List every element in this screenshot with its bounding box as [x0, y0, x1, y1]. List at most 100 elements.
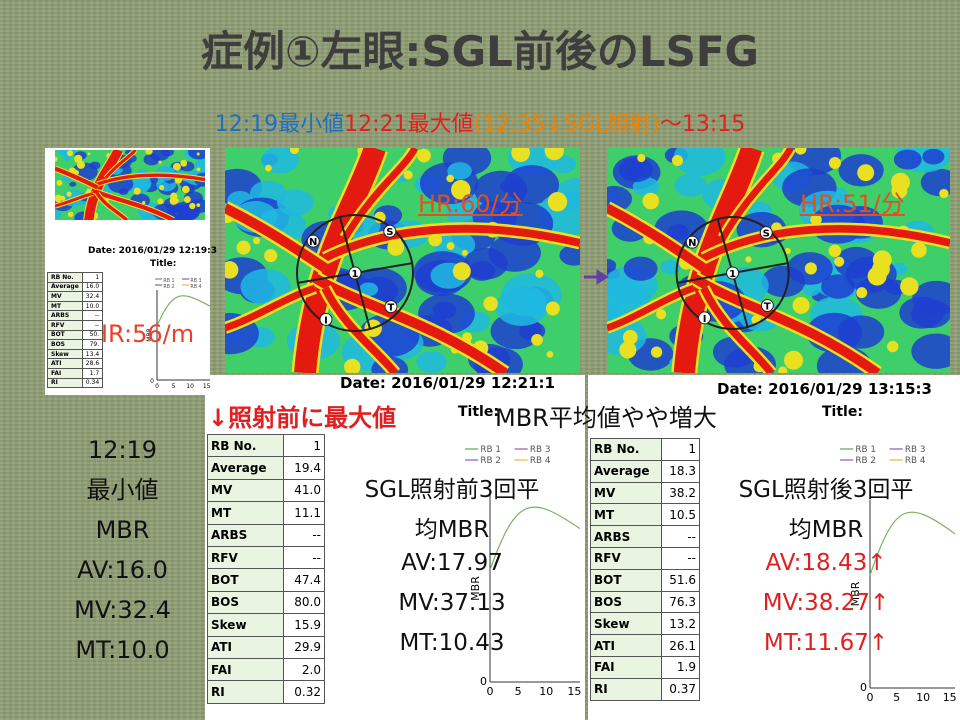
roi-label: 1	[352, 269, 359, 280]
legend-label: RB 1	[855, 445, 876, 455]
heat-blob	[76, 160, 86, 169]
table-row: RFV --	[590, 546, 701, 570]
table-row: MT 10.5	[590, 503, 701, 527]
heat-blob	[474, 170, 528, 209]
roi-label: T	[388, 303, 395, 314]
heat-blob	[387, 239, 405, 256]
vessel	[701, 225, 950, 262]
panel-text: AV:18.43↑	[765, 550, 887, 576]
table-cell: 32.4	[81, 291, 104, 302]
x-tick-label: 0	[155, 383, 159, 390]
curve	[156, 295, 211, 327]
table-cell: ATI	[590, 634, 662, 657]
table-row: MV 32.4	[47, 291, 104, 302]
heatmap: N S T I 1	[225, 148, 580, 373]
table-cell: RI	[590, 677, 662, 701]
summary-line: 最小値	[86, 476, 159, 504]
table-cell: 13.4	[81, 348, 104, 360]
heat-blob	[656, 309, 667, 320]
subtitle-part: 〜13:15	[659, 112, 746, 137]
heart-rate: HR:56/m	[90, 320, 195, 348]
heat-blob	[264, 249, 278, 263]
heat-blob	[143, 153, 161, 166]
heart-rate: HR:51/分	[800, 190, 905, 218]
roi-marker	[383, 224, 397, 238]
x-tick-label: 5	[172, 383, 176, 390]
vessel	[321, 286, 399, 373]
heatmap	[55, 150, 205, 220]
heat-blob	[236, 240, 251, 255]
summary-line: AV:16.0	[77, 556, 168, 584]
vessel	[294, 148, 386, 373]
table-row: RB No. 1	[206, 433, 325, 458]
heat-blob	[674, 173, 707, 197]
heat-blob	[66, 150, 74, 157]
x-tick-label: 15	[943, 691, 957, 704]
table-cell: Skew	[590, 612, 662, 636]
annotation: ↓照射前に最大値	[208, 404, 397, 432]
summary-line: MBR	[95, 516, 150, 544]
heat-blob	[837, 315, 885, 349]
table-cell: 1	[660, 438, 701, 461]
table-cell: Average	[206, 456, 285, 480]
legend-label: RB 4	[190, 284, 201, 290]
heat-blob	[87, 152, 91, 156]
heat-blob	[180, 159, 188, 167]
heat-blob	[622, 329, 638, 345]
heat-blob	[792, 296, 810, 314]
table-cell: BOT	[206, 568, 285, 592]
roi-label: 1	[729, 269, 736, 280]
table-cell: Average	[47, 281, 83, 293]
legend-label: RB 4	[905, 456, 926, 466]
vessel	[673, 148, 763, 373]
heat-blob	[56, 179, 63, 186]
heat-blob	[642, 192, 660, 210]
table-cell: 1	[81, 272, 104, 283]
heat-blob	[432, 301, 457, 319]
heat-blob	[188, 150, 205, 160]
table-row: ATI 28.6	[47, 358, 104, 369]
heat-blob	[856, 287, 868, 299]
note: MBR平均値やや増大	[495, 404, 717, 432]
heat-blob	[802, 283, 821, 297]
heat-blob	[547, 191, 568, 212]
roi-marker	[306, 234, 320, 248]
table-row: Average 16.0	[47, 281, 104, 293]
panel-text: AV:17.97	[401, 550, 503, 576]
heat-blob	[671, 154, 684, 167]
table-row: ATI 29.9	[206, 635, 325, 659]
vessel	[104, 150, 137, 179]
panel-text: 均MBR	[788, 517, 864, 543]
heat-blob	[834, 256, 845, 267]
table-row: BOS 80.0	[206, 590, 325, 615]
table-cell: Skew	[47, 348, 83, 360]
date: Date: 2016/01/29 12:21:1	[340, 374, 555, 392]
y-axis-label: MBR	[146, 328, 153, 341]
legend-label: RB 2	[163, 284, 174, 290]
vessel	[55, 192, 94, 208]
table-cell: BOT	[590, 568, 662, 592]
legend-label: RB 1	[480, 445, 501, 455]
table-cell: --	[283, 545, 325, 570]
heat-blob	[463, 247, 509, 280]
heat-blob	[886, 340, 899, 353]
heat-blob	[911, 242, 927, 258]
heat-blob	[142, 200, 146, 205]
curve	[489, 506, 581, 571]
x-tick-label: 5	[515, 685, 522, 698]
vessel	[84, 150, 123, 220]
table-cell: BOS	[206, 590, 285, 615]
table-cell: MV	[47, 291, 83, 302]
table-cell: 15.9	[283, 613, 325, 637]
heat-blob	[289, 148, 299, 155]
table-cell: RB No.	[47, 272, 83, 283]
table-cell: FAI	[206, 657, 285, 682]
heat-blob	[607, 258, 617, 272]
heat-blob	[181, 185, 190, 194]
table-cell: FAI	[590, 655, 662, 679]
x-tick-label: 0	[867, 691, 874, 704]
table-cell: 11.1	[283, 501, 325, 525]
heat-blob	[447, 162, 472, 180]
date: Date: 2016/01/29 13:15:3	[717, 380, 932, 398]
roi-label: S	[386, 227, 393, 238]
